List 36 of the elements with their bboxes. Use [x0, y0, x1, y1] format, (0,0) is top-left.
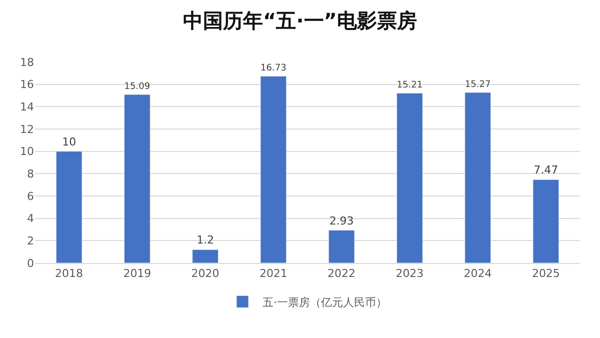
x-tick-label: 2020 — [191, 267, 220, 280]
x-tick-label: 2021 — [259, 267, 288, 280]
y-tick-label: 14 — [20, 100, 34, 114]
y-tick-label: 18 — [20, 56, 34, 69]
x-tick-label: 2019 — [123, 267, 152, 280]
data-label: 10 — [62, 135, 76, 148]
y-tick-label: 2 — [27, 234, 34, 248]
data-label: 15.21 — [396, 80, 423, 91]
y-tick-label: 0 — [27, 256, 34, 270]
x-tick-label: 2025 — [532, 267, 560, 280]
chart-title: 中国历年“五·一”电影票房 — [183, 8, 417, 33]
x-tick-label: 2018 — [55, 267, 84, 280]
data-label: 1.2 — [196, 234, 214, 247]
data-label: 15.27 — [464, 80, 491, 90]
y-tick-label: 4 — [27, 212, 34, 226]
y-tick-label: 16 — [20, 78, 34, 92]
y-tick-label: 8 — [27, 168, 34, 181]
x-tick-label: 2024 — [464, 267, 492, 280]
data-label: 2.93 — [329, 214, 354, 228]
x-tick-label: 2023 — [396, 267, 424, 280]
data-label: 15.09 — [124, 82, 150, 92]
y-tick-label: 12 — [20, 122, 34, 136]
bar — [192, 249, 219, 263]
legend-label: 五·一票房（亿元人民币） — [262, 296, 387, 309]
x-tick-label: 2022 — [328, 267, 356, 280]
y-tick-label: 6 — [27, 190, 34, 203]
bar — [56, 151, 82, 263]
y-tick-label: 10 — [20, 145, 34, 158]
data-label: 16.73 — [260, 64, 287, 74]
bar — [124, 94, 150, 263]
data-label: 7.47 — [534, 164, 558, 177]
bar — [396, 92, 423, 263]
bar — [260, 76, 287, 263]
bar — [328, 230, 355, 263]
bar — [532, 179, 560, 263]
bar — [464, 92, 492, 263]
